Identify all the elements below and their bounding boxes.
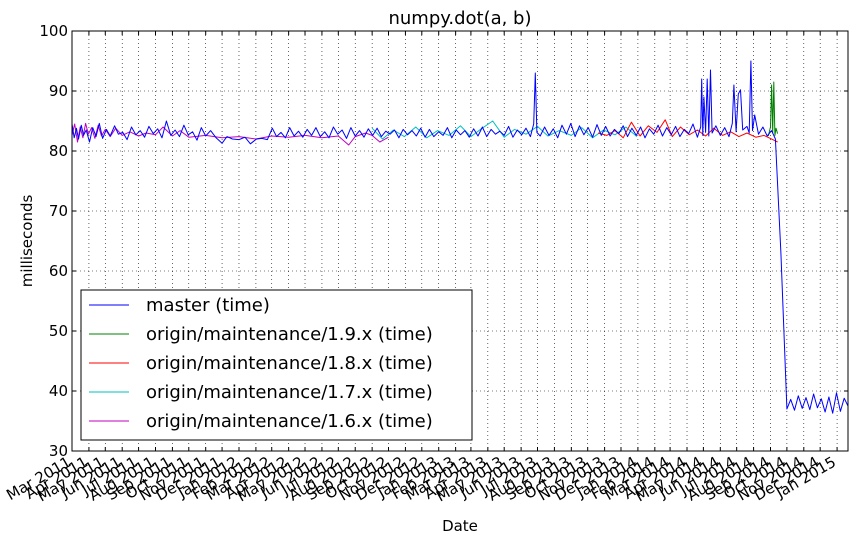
x-axis-title: Date [442,517,478,535]
legend-box [80,289,473,441]
y-tick-label: 100 [39,22,68,40]
plot-frame [71,30,849,452]
series-line-1 [767,81,779,137]
legend-label: master (time) [146,295,270,316]
y-axis-title: milliseconds [18,195,36,288]
series-line-2 [597,119,778,143]
y-tick-label: 50 [49,322,68,340]
legend: master (time) origin/maintenance/1.9.x (t… [80,289,473,441]
y-tick-label: 80 [49,142,68,160]
series-line-3 [371,120,638,140]
legend-label: origin/maintenance/1.9.x (time) [146,324,433,345]
series-line-4 [71,122,389,146]
y-tick-label: 60 [49,262,68,280]
series-line-0 [71,60,849,414]
y-tick-label: 90 [49,82,68,100]
legend-label: origin/maintenance/1.6.x (time) [146,411,433,432]
series-layer [71,60,849,414]
y-tick-label: 70 [49,202,68,220]
legend-label: origin/maintenance/1.7.x (time) [146,382,433,403]
y-tick-label: 30 [49,442,68,460]
y-tick-label: 40 [49,382,68,400]
chart-title: numpy.dot(a, b) [388,8,531,29]
legend-label: origin/maintenance/1.8.x (time) [146,353,433,374]
